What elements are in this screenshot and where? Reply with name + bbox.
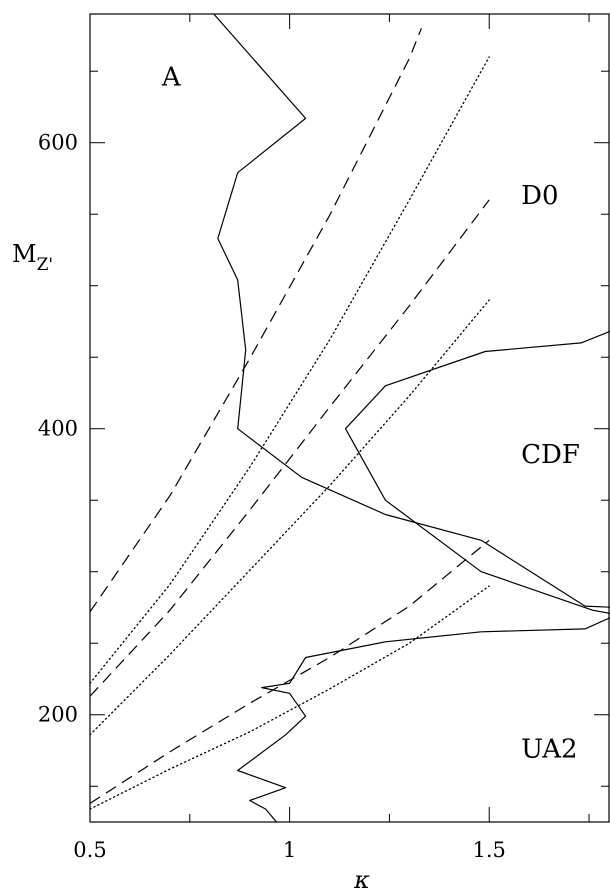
series-line-dashed (90, 28, 422, 613)
series-line-solid (213, 14, 610, 608)
series-group (90, 14, 610, 822)
series-line-dotted (90, 56, 490, 684)
series-line-dotted (90, 585, 490, 810)
y-axis-label: MZ' (12, 240, 53, 275)
region-label: CDF (521, 440, 580, 470)
x-tick-label: 1 (283, 838, 296, 862)
region-label: A (161, 63, 182, 93)
y-axis-label-subscript: Z' (37, 255, 54, 275)
x-tick-label: 1.5 (473, 838, 506, 862)
region-label: D0 (521, 181, 558, 211)
series-line-dashed (90, 199, 490, 697)
labels-group: 0.5 1 1.5 200 400 600 A D0 CDF UA2 (38, 63, 580, 862)
y-tick-label: 200 (38, 703, 78, 727)
ticks (89, 14, 609, 822)
plot-frame (89, 13, 610, 823)
series-line-dotted (90, 299, 490, 736)
series-line-dashed (90, 539, 490, 804)
series-line-solid (237, 617, 610, 822)
y-axis-label-main: M (12, 240, 37, 268)
region-label: UA2 (521, 735, 577, 765)
x-tick-label: 0.5 (73, 838, 106, 862)
series-line-solid (344, 330, 610, 614)
y-tick-label: 400 (38, 417, 78, 441)
x-axis-label: κ (353, 866, 370, 894)
y-tick-label: 600 (38, 131, 78, 155)
